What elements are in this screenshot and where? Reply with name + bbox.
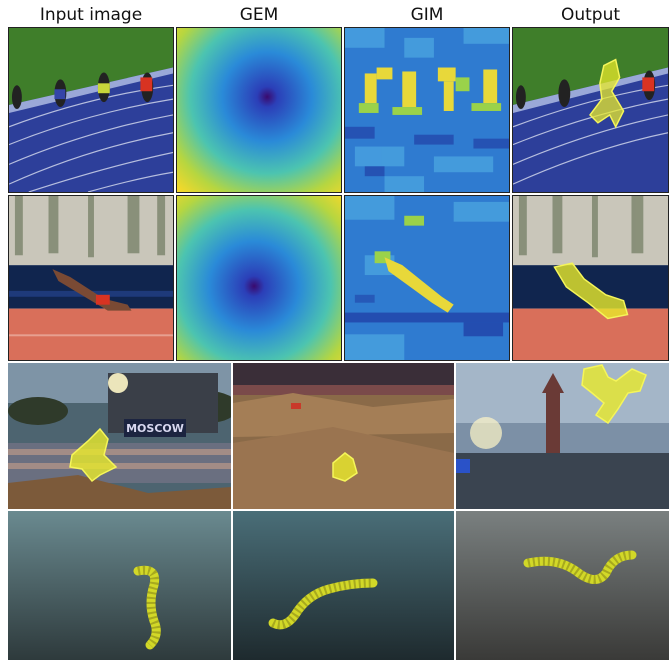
header-gem: GEM [239,5,279,25]
header-output: Output [560,5,621,25]
row1-gim-heatmap [344,27,510,193]
gallery-worm-3 [456,511,669,660]
row2-gem-heatmap [176,195,342,361]
billboard-text: MOSCOW [126,422,184,435]
row2-gim-heatmap [344,195,510,361]
row1-output-image [512,27,669,193]
header-gim: GIM [410,5,444,25]
row1-input-image [8,27,174,193]
row2-input-image [8,195,174,361]
row1-gem-heatmap [176,27,342,193]
gallery-worm-1 [8,511,231,660]
gallery-motocross-dirt [233,363,454,509]
gallery-motocross-airborne [456,363,669,509]
gallery-motocross-crowd: MOSCOW [8,363,231,509]
gallery-worm-2 [233,511,454,660]
row2-output-image [512,195,669,361]
header-input-image: Input image [39,5,143,25]
